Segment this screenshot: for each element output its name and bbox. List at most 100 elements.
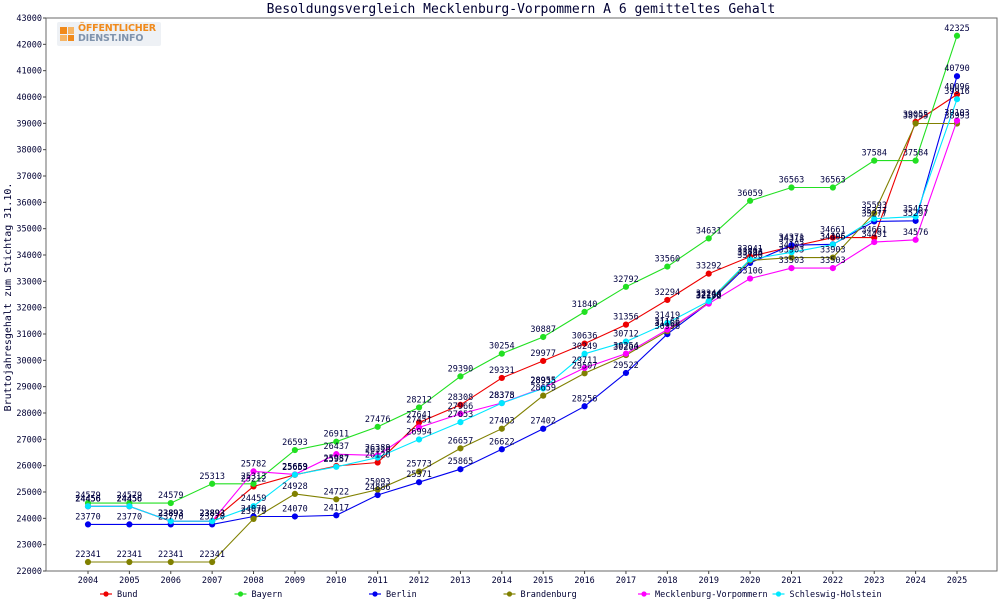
data-label: 25669 xyxy=(282,462,308,472)
data-point xyxy=(457,410,464,417)
x-tick-label: 2011 xyxy=(367,576,387,586)
x-tick-label: 2007 xyxy=(202,576,222,586)
data-label: 26437 xyxy=(323,442,349,452)
data-label: 36563 xyxy=(820,176,846,186)
data-point xyxy=(746,197,754,204)
data-label: 34576 xyxy=(903,228,929,238)
data-point xyxy=(415,479,423,486)
data-point xyxy=(126,521,133,528)
data-point xyxy=(912,213,919,220)
x-tick-label: 2021 xyxy=(781,576,801,586)
legend-label: Mecklenburg-Vorpommern xyxy=(655,590,768,600)
legend-label: Bund xyxy=(117,590,137,600)
data-label: 24070 xyxy=(241,504,267,514)
data-label: 42325 xyxy=(944,24,970,34)
data-label: 33106 xyxy=(737,267,763,277)
data-label: 32152 xyxy=(696,292,722,302)
data-label: 23770 xyxy=(199,512,225,522)
data-label: 27403 xyxy=(489,417,515,427)
data-label: 33560 xyxy=(655,255,681,265)
data-label: 26593 xyxy=(282,438,308,448)
data-label: 24579 xyxy=(117,491,143,501)
data-point xyxy=(374,491,381,499)
data-label: 28955 xyxy=(530,376,556,386)
data-point xyxy=(581,350,588,357)
series-schleswig-holstein xyxy=(84,96,961,525)
legend-swatch-marker xyxy=(372,591,378,597)
data-label: 37584 xyxy=(861,149,887,159)
data-label: 24070 xyxy=(282,504,308,514)
data-label: 25212 xyxy=(241,474,267,484)
x-tick-label: 2005 xyxy=(119,576,139,586)
data-label: 22341 xyxy=(158,550,184,560)
legend-label: Berlin xyxy=(386,590,417,600)
data-label: 28659 xyxy=(530,384,556,394)
data-point xyxy=(84,503,92,510)
data-label: 29977 xyxy=(530,349,556,359)
legend-swatch-marker xyxy=(506,591,513,597)
data-label: 32792 xyxy=(613,275,639,285)
data-label: 25865 xyxy=(448,457,474,467)
data-point xyxy=(581,340,588,347)
axes: 22000 23000 24000 25000 26000 27000 28000 29000… xyxy=(16,14,967,586)
logo-line2: DIENST.INFO xyxy=(78,33,144,44)
y-tick-label: 43000 xyxy=(16,14,42,24)
legend-swatch-marker xyxy=(775,591,782,597)
data-point xyxy=(788,264,795,272)
data-label: 25659 xyxy=(282,463,308,473)
data-label: 24722 xyxy=(323,487,349,497)
data-label: 27641 xyxy=(406,410,432,420)
data-label: 32244 xyxy=(696,289,722,299)
data-point xyxy=(333,451,340,458)
data-point xyxy=(871,238,878,246)
series-line xyxy=(88,122,957,563)
data-point xyxy=(333,438,340,445)
data-label: 30254 xyxy=(489,342,515,352)
data-label: 29522 xyxy=(613,361,639,371)
data-label: 36059 xyxy=(737,189,763,199)
data-point xyxy=(622,321,630,328)
legend-swatch-marker xyxy=(103,591,109,597)
data-label: 33903 xyxy=(820,246,846,256)
data-point xyxy=(415,424,423,431)
data-point xyxy=(953,73,961,80)
data-label: 26622 xyxy=(489,437,515,447)
data-label: 30200 xyxy=(613,343,639,353)
data-point xyxy=(374,486,381,493)
legend-item: Brandenburg xyxy=(503,590,577,600)
data-point xyxy=(457,445,464,452)
data-label: 28378 xyxy=(489,391,515,401)
data-point xyxy=(498,374,505,382)
data-label: 27402 xyxy=(530,417,556,427)
y-tick-label: 32000 xyxy=(16,304,42,314)
data-point xyxy=(457,419,464,426)
x-tick-label: 2010 xyxy=(326,576,346,586)
data-point xyxy=(829,184,836,191)
data-point xyxy=(871,157,878,164)
data-label: 23893 xyxy=(158,509,184,519)
data-label: 23893 xyxy=(158,509,184,519)
legend-swatch-marker xyxy=(641,591,647,597)
data-point xyxy=(126,558,133,566)
data-label: 24456 xyxy=(75,494,101,504)
data-label: 23770 xyxy=(117,512,143,522)
data-label: 35297 xyxy=(903,209,929,219)
data-point xyxy=(953,96,961,103)
series-line xyxy=(88,94,958,522)
data-point xyxy=(871,215,878,222)
data-label: 31419 xyxy=(655,311,681,321)
x-tick-label: 2020 xyxy=(740,576,760,586)
data-label: 31106 xyxy=(655,319,681,329)
x-tick-label: 2016 xyxy=(574,576,594,586)
data-point xyxy=(912,236,919,243)
legend-label: Schleswig-Holstein xyxy=(790,590,882,600)
data-point xyxy=(705,270,712,277)
data-label: 24928 xyxy=(282,482,308,492)
data-point xyxy=(250,480,257,487)
data-label: 23770 xyxy=(158,512,184,522)
data-label: 39916 xyxy=(944,87,970,97)
logo-icon xyxy=(60,27,74,41)
y-tick-label: 37000 xyxy=(16,172,42,182)
data-label: 25313 xyxy=(199,472,225,482)
data-point xyxy=(622,338,630,345)
